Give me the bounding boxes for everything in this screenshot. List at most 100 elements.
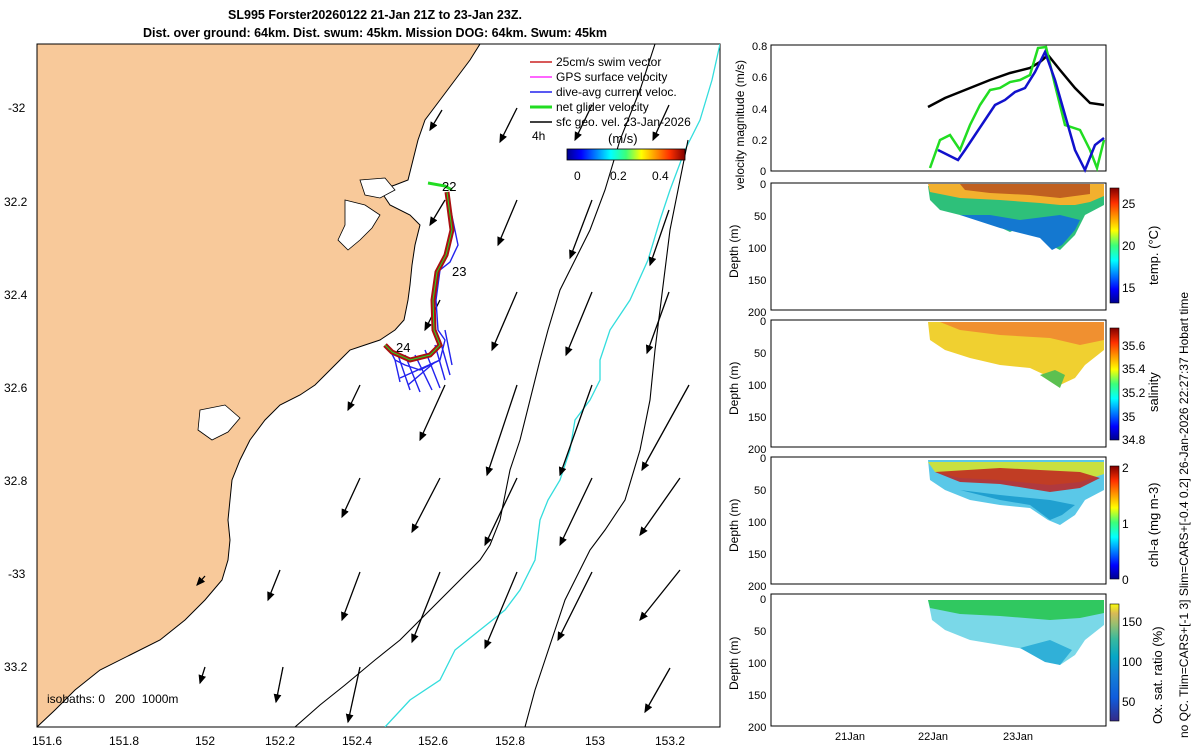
- sal-section-salty: [940, 322, 1104, 345]
- velocity-panel: velocity magnitude (m/s) 0.8 0.6 0.4 0.2…: [733, 41, 1107, 190]
- velocity-ylabel: velocity magnitude (m/s): [733, 60, 747, 190]
- geo-arrow: [565, 291, 593, 357]
- temp-ytick: 200: [748, 307, 766, 319]
- sal-ytick: 150: [748, 412, 766, 424]
- map-legend: 25cm/s swim vector GPS surface velocity …: [530, 55, 691, 143]
- legend-item-swim-vector: 25cm/s swim vector: [556, 55, 661, 69]
- plot-title-line2: Dist. over ground: 64km. Dist. swum: 45k…: [142, 26, 607, 40]
- y-tick-label: -33: [8, 567, 26, 581]
- chl-section-max: [935, 468, 1100, 492]
- net-glider-velocity-line: [928, 45, 1106, 173]
- salinity-panel: Depth (m) 0 50 100 150 200 35.6 35.4 35.…: [727, 316, 1161, 456]
- oxygen-panel: Depth (m) 0 50 100 150 200 150 100 50 Ox…: [727, 593, 1165, 734]
- net-glider-track: [384, 191, 453, 361]
- chl-ytick: 50: [754, 485, 766, 497]
- oxy-ctick: 50: [1122, 695, 1136, 709]
- chl-ctick: 0: [1122, 573, 1129, 587]
- geo-arrow: [639, 569, 681, 622]
- dive-avg-current-vectors: [389, 191, 459, 393]
- x-tick-label: 152.4: [342, 734, 372, 748]
- oxy-ytick: 200: [748, 722, 766, 734]
- x-tick-label: 151.8: [109, 734, 139, 748]
- chl-ylabel: Depth (m): [727, 499, 741, 552]
- temperature-panel: Depth (m) 0 50 100 150 200 25 20 15 temp…: [727, 179, 1161, 319]
- side-note: no QC. Tlim=CARS+[-1 3] Slim=CARS+[-0.4 …: [1177, 292, 1191, 738]
- legend-item-gps-surface: GPS surface velocity: [556, 70, 667, 84]
- sal-ctick: 35.2: [1122, 386, 1146, 400]
- lake: [197, 404, 241, 441]
- day-label: 22: [442, 179, 456, 194]
- x-tick-label: 152.6: [418, 734, 448, 748]
- time-axis: 21Jan 22Jan 23Jan: [835, 731, 1033, 743]
- colorbar-tick: 0.4: [652, 169, 669, 183]
- geo-velocity-line: [927, 53, 1105, 109]
- colorbar-tick: 0: [574, 169, 581, 183]
- geo-arrow: [419, 384, 446, 442]
- sal-section-fresh: [1040, 370, 1065, 388]
- chl-clabel: chl-a (mg m-3): [1146, 482, 1161, 567]
- temp-ytick: 50: [754, 211, 766, 223]
- temp-section-cool: [960, 215, 1080, 250]
- legend-item-net-glider: net glider velocity: [556, 100, 649, 114]
- sal-ctick: 35.6: [1122, 339, 1146, 353]
- oxy-ytick: 0: [760, 594, 766, 606]
- temp-ytick: 0: [760, 179, 766, 191]
- geo-arrow: [644, 667, 671, 714]
- vel-ytick: 0: [760, 166, 766, 178]
- geo-arrow: [497, 199, 518, 247]
- geo-arrow: [499, 107, 518, 144]
- geo-arrow: [273, 666, 284, 704]
- oxy-ctick: 100: [1122, 655, 1142, 669]
- oxy-ytick: 100: [748, 658, 766, 670]
- y-tick-label: 32.8: [4, 474, 28, 488]
- chl-ctick: 2: [1122, 461, 1129, 475]
- geo-arrow: [641, 384, 690, 472]
- y-tick-label: 32.6: [4, 381, 28, 395]
- oxy-section-surface: [928, 600, 1104, 620]
- colorbar-title: (m/s): [608, 131, 638, 146]
- geo-arrow: [198, 666, 207, 685]
- sal-ytick: 50: [754, 348, 766, 360]
- vel-ytick: 0.4: [752, 104, 767, 116]
- chl-section-deep: [960, 490, 1075, 520]
- legend-item-geo-vel: sfc geo. vel. 23-Jan-2026: [556, 115, 691, 129]
- geo-arrow: [341, 571, 361, 622]
- x-tick-label: 153.2: [655, 734, 685, 748]
- geo-arrow: [485, 384, 518, 477]
- geo-arrow: [429, 109, 443, 132]
- time-tick: 23Jan: [1003, 731, 1033, 743]
- geo-arrow: [484, 477, 518, 547]
- sal-ytick: 100: [748, 380, 766, 392]
- geo-arrow: [411, 477, 441, 534]
- geo-velocity-arrows: [196, 104, 690, 724]
- time-tick: 21Jan: [835, 731, 865, 743]
- chl-colorbar: [1109, 465, 1120, 580]
- geo-arrow: [345, 666, 361, 724]
- map-y-axis: -32 32.2 32.4 32.6 32.8 -33 33.2: [4, 101, 28, 674]
- sal-ctick: 35: [1122, 410, 1136, 424]
- temp-ctick: 20: [1122, 239, 1136, 253]
- oxy-ctick: 150: [1122, 615, 1142, 629]
- temp-ytick: 150: [748, 275, 766, 287]
- plot-title-line1: SL995 Forster20260122 21-Jan 21Z to 23-J…: [228, 8, 522, 22]
- geo-arrow: [411, 571, 441, 644]
- x-tick-label: 152: [195, 734, 215, 748]
- temp-clabel: temp. (°C): [1146, 226, 1161, 285]
- map-x-axis: 151.6 151.8 152 152.2 152.4 152.6 152.8 …: [32, 734, 685, 748]
- oxy-ylabel: Depth (m): [727, 637, 741, 690]
- speed-colorbar: (m/s) 0 0.2 0.4: [566, 131, 686, 183]
- oxy-ytick: 50: [754, 626, 766, 638]
- glider-track: [383, 181, 459, 393]
- geo-arrow: [574, 104, 593, 142]
- y-tick-label: -32: [8, 101, 26, 115]
- chl-ctick: 1: [1122, 517, 1129, 531]
- chl-ytick: 0: [760, 453, 766, 465]
- chlorophyll-panel: Depth (m) 0 50 100 150 200 2 1 0 chl-a (…: [727, 453, 1161, 593]
- geo-arrow: [484, 571, 518, 650]
- y-tick-label: 33.2: [4, 660, 28, 674]
- geo-arrow: [491, 291, 518, 352]
- map-panel: 22 23 24 25cm/s swim vector GPS surface …: [4, 43, 721, 748]
- oxy-clabel: Ox. sat. ratio (%): [1150, 626, 1165, 724]
- temp-section-hot: [960, 184, 1090, 198]
- x-tick-label: 152.8: [495, 734, 525, 748]
